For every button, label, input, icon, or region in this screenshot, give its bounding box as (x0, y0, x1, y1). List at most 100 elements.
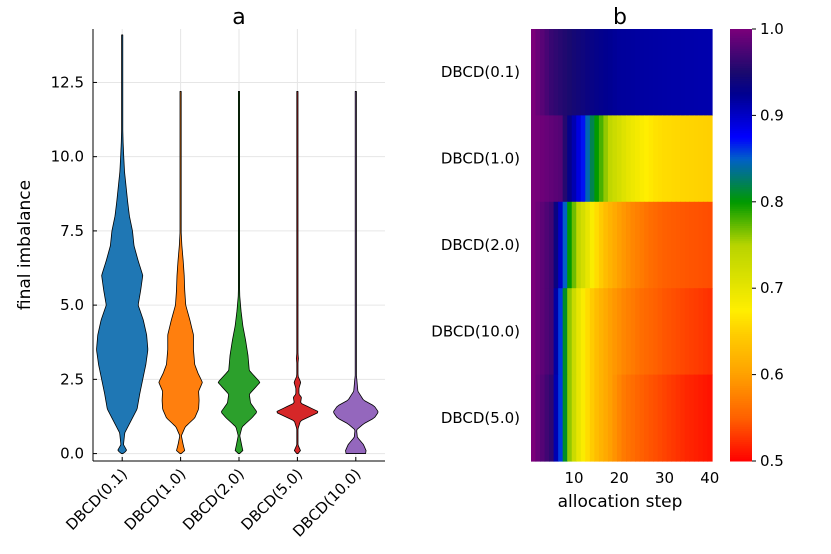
colorbar-band (730, 435, 752, 438)
colorbar-band (730, 286, 752, 289)
colorbar-band (730, 197, 752, 201)
heatmap-cell (689, 115, 695, 203)
heatmap-cell (558, 288, 564, 376)
heatmap-cell (684, 115, 690, 203)
colorbar-band (730, 178, 752, 181)
heatmap-cell (680, 29, 686, 116)
colorbar-band (730, 417, 752, 421)
colorbar-band (730, 413, 752, 417)
heatmap-cell (576, 201, 582, 289)
heatmap-cell (558, 201, 564, 289)
heatmap-cell (680, 288, 686, 376)
heatmap-cell (562, 201, 568, 289)
colorbar-band (730, 57, 752, 60)
colorbar-band (730, 149, 752, 153)
colorbar-band (730, 458, 752, 462)
colorbar-band (730, 445, 752, 449)
colorbar-band (730, 52, 752, 56)
colorbar-band (730, 212, 752, 216)
heatmap-cell (671, 115, 677, 203)
heatmap-cell (671, 288, 677, 376)
heatmap-x-tick-label: 40 (700, 469, 719, 487)
heatmap-panel: DBCD(0.1) DBCD(1.0) DBCD(2.0) DBCD(10.0) DBC… (431, 5, 784, 512)
colorbar-band (730, 223, 752, 227)
colorbar-band (730, 165, 752, 168)
heatmap-cell (598, 29, 605, 116)
colorbar-band (730, 277, 752, 281)
violin-x-ticks: DBCD(0.1)DBCD(1.0)DBCD(2.0)DBCD(5.0)DBCD… (62, 457, 365, 541)
colorbar-band (730, 87, 752, 90)
heatmap-cell (576, 288, 582, 376)
colorbar-band (730, 372, 752, 376)
colorbar-band (730, 124, 752, 127)
violins (96, 34, 379, 454)
heatmap-cell (567, 29, 573, 116)
heatmap-cell (612, 115, 618, 203)
colorbar-band (730, 456, 752, 460)
colorbar-band (730, 95, 752, 99)
heatmap-cell (644, 115, 650, 203)
heatmap-cell (648, 288, 654, 376)
heatmap-cell (616, 115, 623, 203)
heatmap-cell (653, 115, 659, 203)
colorbar-band (730, 383, 752, 386)
heatmap-cell (630, 115, 636, 203)
heatmap-cell (671, 374, 677, 462)
colorbar-band (730, 322, 752, 326)
heatmap-cell (693, 201, 700, 289)
heatmap-cell (693, 288, 700, 376)
colorbar-band (730, 350, 752, 354)
colorbar-band (730, 214, 752, 218)
y-tick-label: 2.5 (60, 370, 84, 388)
heatmap-cell (689, 29, 695, 116)
heatmap-cell (662, 115, 668, 203)
heatmap-cell (544, 115, 550, 203)
heatmap-cell (675, 115, 681, 203)
heatmap-cell (603, 288, 609, 376)
colorbar-band (730, 147, 752, 151)
colorbar-band (730, 264, 752, 268)
heatmap-cell (553, 374, 559, 462)
heatmap-cell (535, 201, 541, 289)
colorbar-band (730, 39, 752, 43)
colorbar-band (730, 74, 752, 78)
colorbar-band (730, 119, 752, 123)
heatmap-cell (626, 115, 632, 203)
heatmap-cell (662, 288, 668, 376)
heatmap-cell (531, 288, 537, 376)
colorbar-band (730, 255, 752, 259)
heatmap-cell (544, 29, 550, 116)
colorbar-band (730, 219, 752, 222)
colorbar-band (730, 296, 752, 300)
heatmap-cell (612, 288, 618, 376)
colorbar-band (730, 59, 752, 62)
violin-dbcd0-1 (96, 34, 149, 454)
violin-dbcd10-0 (333, 90, 379, 454)
colorbar-band (730, 188, 752, 192)
heatmap-cell (653, 201, 659, 289)
colorbar-band (730, 41, 752, 45)
heatmap-cell (626, 288, 632, 376)
colorbar-band (730, 365, 752, 369)
heatmap-cell (626, 201, 632, 289)
heatmap-row-label: DBCD(10.0) (431, 322, 520, 340)
colorbar-band (730, 443, 752, 447)
colorbar-band (730, 450, 752, 453)
colorbar-band (730, 199, 752, 203)
heatmap-cell (549, 288, 555, 376)
heatmap-cell (707, 29, 713, 116)
heatmap-cell (562, 374, 568, 462)
colorbar-band (730, 171, 752, 175)
heatmap-cell (702, 288, 709, 376)
heatmap-cell (603, 29, 609, 116)
y-tick-label: 5.0 (60, 296, 84, 314)
heatmap-row-label: DBCD(1.0) (441, 150, 520, 168)
colorbar-band (730, 247, 752, 250)
colorbar-band (730, 70, 752, 73)
colorbar-band (730, 104, 752, 108)
colorbar-band (730, 113, 752, 116)
colorbar-band (730, 391, 752, 395)
colorbar-tick-label: 1.0 (760, 20, 784, 38)
heatmap-cell (680, 374, 686, 462)
colorbar-band (730, 316, 752, 319)
